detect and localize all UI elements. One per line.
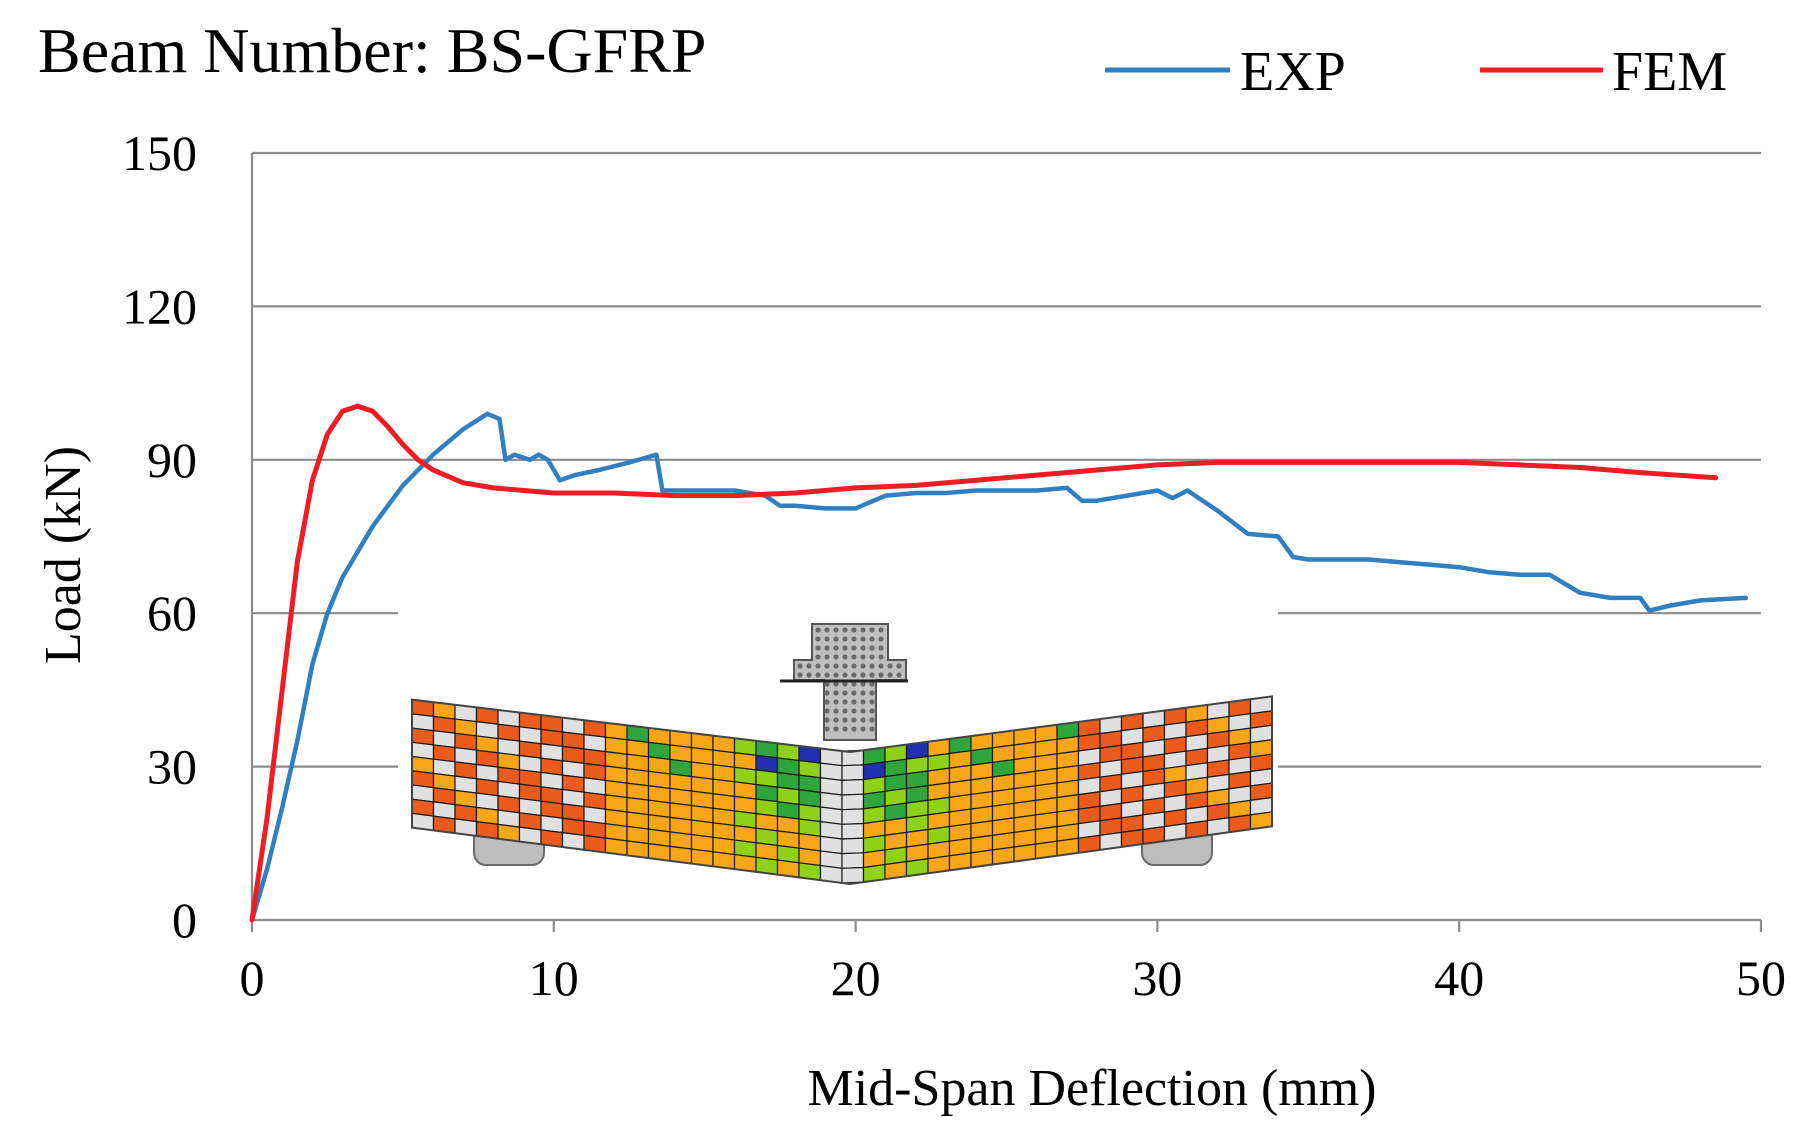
axes bbox=[250, 153, 1763, 932]
y-tick-label: 0 bbox=[172, 892, 197, 948]
y-tick-labels: 0 30 60 90 120 150 bbox=[122, 125, 197, 948]
y-tick-label: 120 bbox=[122, 278, 197, 334]
y-tick-label: 90 bbox=[147, 432, 197, 488]
series-line-fem bbox=[249, 403, 1719, 923]
x-tick-label: 20 bbox=[831, 950, 881, 1006]
y-tick-label: 150 bbox=[122, 125, 197, 181]
y-axis-label: Load (kN) bbox=[35, 446, 92, 664]
loading-plate bbox=[780, 623, 908, 741]
fem-beam-deformation-inset bbox=[398, 610, 1278, 900]
x-tick-label: 0 bbox=[240, 950, 265, 1006]
legend-label-fem: FEM bbox=[1612, 41, 1727, 103]
chart-title: Beam Number: BS-GFRP bbox=[38, 15, 706, 86]
x-tick-label: 50 bbox=[1736, 950, 1786, 1006]
x-tick-label: 30 bbox=[1132, 950, 1182, 1006]
legend: EXP FEM bbox=[1105, 41, 1727, 103]
y-tick-label: 60 bbox=[147, 585, 197, 641]
series-line-exp bbox=[249, 411, 1749, 923]
x-tick-labels: 0 10 20 30 40 50 bbox=[240, 950, 1787, 1006]
x-tick-label: 40 bbox=[1434, 950, 1484, 1006]
deformed-beam-mesh bbox=[411, 695, 1273, 886]
x-axis-label: Mid-Span Deflection (mm) bbox=[808, 1060, 1377, 1117]
series-lines bbox=[249, 403, 1749, 923]
y-tick-label: 30 bbox=[147, 739, 197, 795]
x-tick-label: 10 bbox=[529, 950, 579, 1006]
legend-label-exp: EXP bbox=[1240, 41, 1346, 103]
